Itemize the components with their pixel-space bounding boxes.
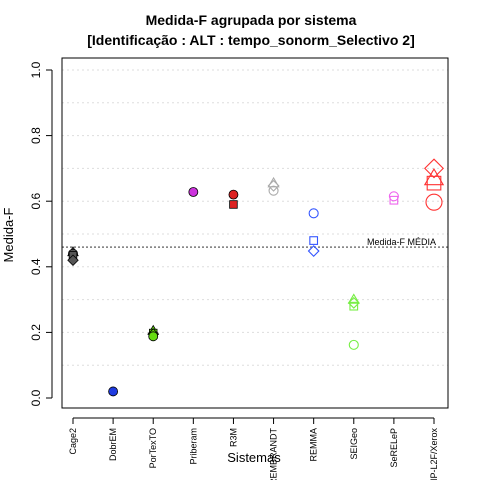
- data-point-circle: [188, 187, 199, 197]
- data-point-square: [389, 195, 399, 205]
- data-point-triangle: [267, 176, 280, 188]
- grid-lines: [62, 69, 448, 366]
- data-point-circle: [308, 208, 319, 219]
- y-tick-label: 0.4: [29, 258, 43, 275]
- y-tick-label: 0.8: [29, 127, 43, 144]
- x-tick-label: XIP-L2F/Xerox: [429, 428, 439, 480]
- data-point-circle: [228, 189, 239, 200]
- x-tick-label: Priberam: [188, 428, 198, 465]
- data-point-circle: [348, 339, 359, 350]
- reference-line-label: Medida-F MÉDIA: [367, 237, 436, 247]
- data-point-diamond: [347, 296, 360, 309]
- reference-line-group: Medida-F MÉDIA: [62, 237, 448, 248]
- x-tick-label: SEIGeo: [349, 428, 359, 460]
- data-point-circle: [268, 185, 279, 196]
- x-tick-label: Cage2: [68, 428, 78, 455]
- data-points: [67, 158, 445, 397]
- data-point-diamond: [67, 254, 79, 266]
- axes: 0.0 0.2 0.4 0.6 0.8 1.0 Cage2 DobrEM PorTexTO Pri…: [29, 57, 449, 480]
- data-point-circle: [148, 331, 159, 342]
- x-tick-label: PorTexTO: [148, 428, 158, 468]
- x-tick-label: R3M: [228, 428, 238, 447]
- y-axis-title: Medida-F: [1, 207, 16, 262]
- y-tick-label: 0.6: [29, 193, 43, 210]
- data-point-diamond: [424, 158, 444, 179]
- data-point-circle: [425, 193, 443, 211]
- data-point-circle: [388, 191, 399, 202]
- x-tick-label: REMBRANDT: [269, 428, 279, 480]
- y-tick-label: 1.0: [29, 61, 43, 78]
- chart-title-line2: [Identificação : ALT : tempo_sonorm_Sele…: [87, 32, 415, 48]
- x-axis-title: Sistemas: [227, 450, 281, 465]
- data-point-diamond: [307, 245, 320, 258]
- x-tick-label: SeRELeP: [389, 428, 399, 468]
- data-point-circle: [108, 386, 119, 397]
- data-point-square: [349, 301, 359, 311]
- data-point-square: [426, 175, 442, 191]
- data-point-triangle: [347, 293, 360, 304]
- y-tick-label: 0.2: [29, 324, 43, 341]
- data-point-square: [229, 200, 238, 209]
- data-point-diamond: [267, 179, 280, 192]
- plot-frame: [61, 57, 449, 409]
- chart-title-line1: Medida-F agrupada por sistema: [146, 12, 357, 28]
- x-tick-label: REMMA: [309, 428, 319, 462]
- y-tick-label: 0.0: [29, 389, 43, 406]
- x-tick-label: DobrEM: [108, 428, 118, 461]
- data-point-square: [309, 236, 319, 245]
